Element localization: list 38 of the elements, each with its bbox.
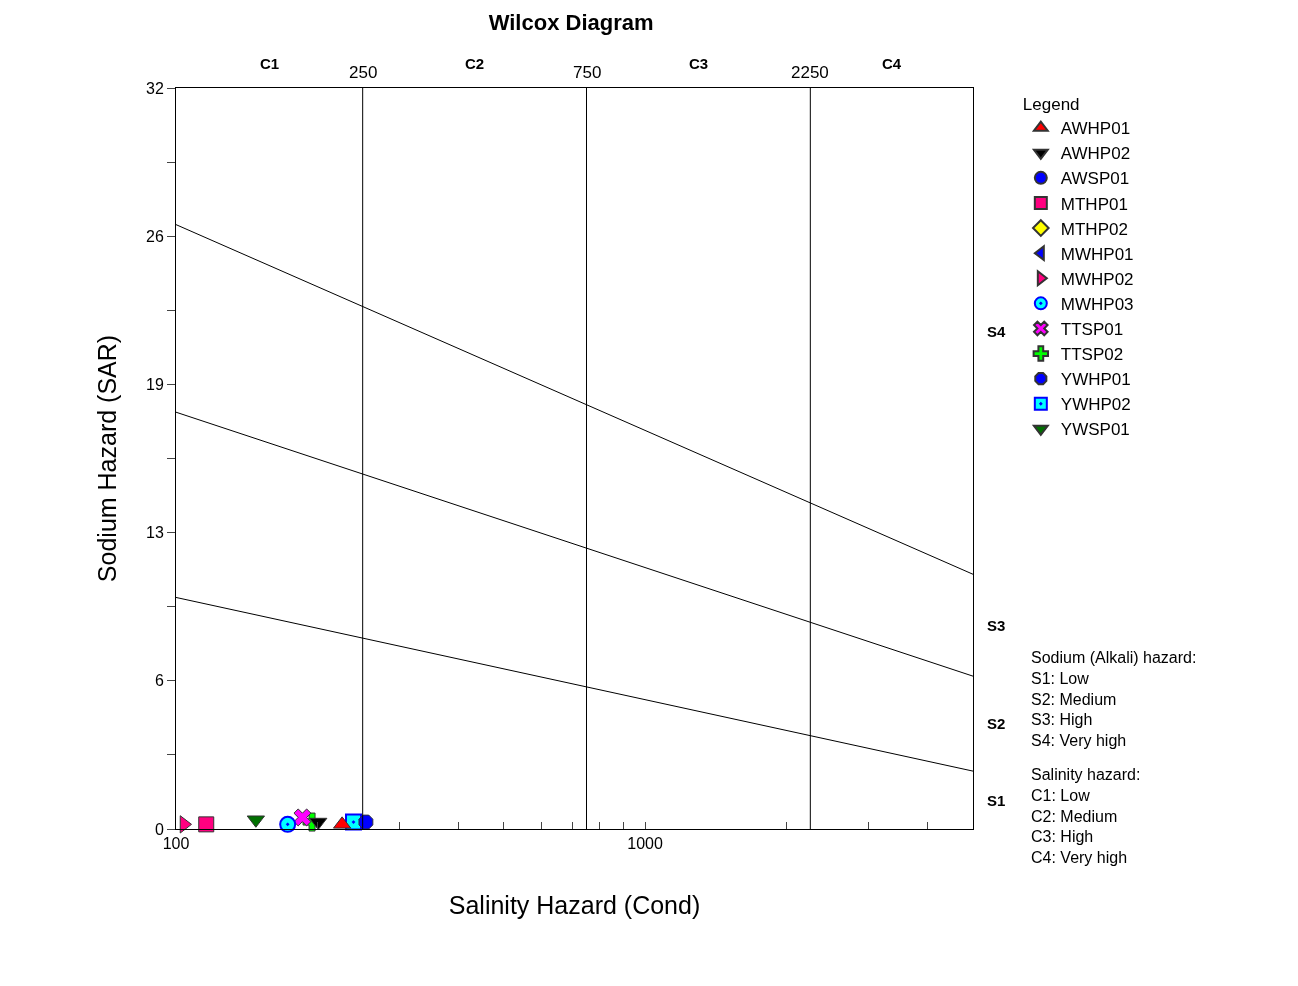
legend-label: TTSP01	[1060, 320, 1124, 340]
chart-title: Wilcox Diagram	[488, 10, 654, 36]
x-tick-label: 100	[162, 835, 190, 853]
ref-line-label: 2250	[791, 63, 829, 82]
y-tick-label: 13	[146, 524, 164, 542]
legend-label: MTHP01	[1060, 194, 1128, 214]
x-axis-title: Salinity Hazard (Cond)	[448, 891, 701, 919]
text: S3	[987, 617, 1006, 634]
y-axis-title: Sodium Hazard (SAR)	[93, 334, 121, 583]
text: S2	[987, 715, 1006, 732]
y-tick-label: 6	[154, 672, 164, 690]
legend-title: Legend	[1022, 95, 1080, 115]
ref-line-label: 250	[349, 63, 378, 82]
text: C3	[689, 55, 709, 72]
legend-label: YWSP01	[1060, 420, 1130, 440]
legend-label: TTSP02	[1060, 345, 1124, 365]
y-tick-label: 0	[154, 820, 164, 838]
legend-label: MWHP03	[1060, 294, 1134, 314]
legend-label: YWHP01	[1060, 370, 1131, 390]
legend-label: AWHP01	[1060, 119, 1131, 139]
text: C4	[882, 55, 902, 72]
legend-label: MTHP02	[1060, 219, 1128, 239]
legend-label: AWHP02	[1060, 144, 1131, 164]
legend-label: MWHP02	[1060, 269, 1134, 289]
text: C2	[465, 55, 485, 72]
text: C1	[260, 55, 280, 72]
y-tick-label: 26	[146, 227, 164, 245]
y-tick-label: 19	[146, 376, 164, 393]
ref-line-label: 750	[573, 63, 602, 82]
legend-label: AWSP01	[1060, 169, 1130, 189]
text: S1	[987, 792, 1006, 809]
legend-label: MWHP01	[1060, 244, 1134, 264]
y-tick-label: 32	[146, 79, 164, 97]
text: Salinity hazard: C1: Low C2: Medium C3: High C4: Very high	[1031, 766, 1141, 867]
legend-label: YWHP02	[1060, 395, 1131, 415]
x-tick-label: 1000	[627, 835, 664, 853]
text: S4	[987, 323, 1006, 340]
text: Sodium (Alkali) hazard: S1: Low S2: Medium S3: High S4: Very high	[1031, 649, 1197, 750]
